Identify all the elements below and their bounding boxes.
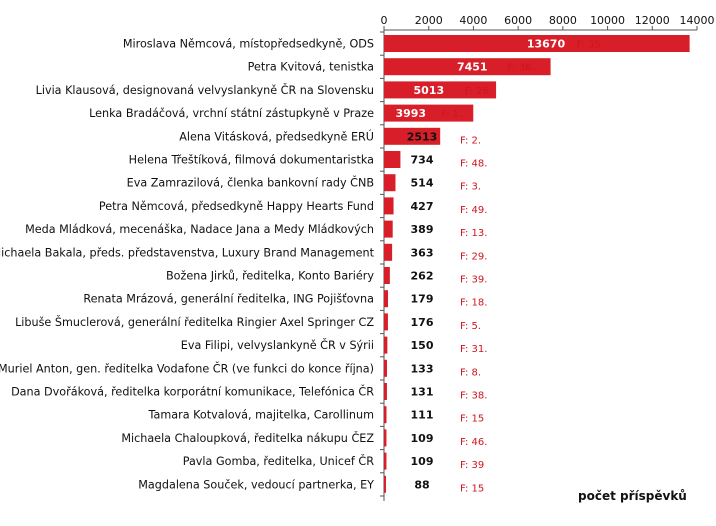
bar [384,406,387,424]
category-label: Miroslava Němcová, místopředsedkyně, ODS [123,38,374,51]
rank-annotation: F: 35. [577,40,604,51]
bar [384,127,441,145]
data-label: 13670 [527,38,566,51]
category-label: Petra Němcová, předsedkyně Happy Hearts … [99,200,374,213]
rank-annotation: F: 5. [460,321,481,332]
data-label: 109 [411,455,434,468]
rank-annotation: F: 49. [460,205,487,216]
category-label: Muriel Anton, gen. ředitelka Vodafone ČR… [0,362,374,375]
rank-annotation: F: 18. [460,298,487,309]
bar [384,290,389,308]
rank-annotation: F: 38. [460,391,487,402]
data-label: 176 [411,316,434,329]
bar [384,452,387,470]
data-label: 7451 [457,61,488,74]
rank-annotation: F: 2. [460,135,481,146]
bar [384,313,388,331]
x-tick-label: 12000 [635,14,670,27]
bar [384,383,387,400]
category-label: Helena Třeštíková, filmová dokumentarist… [129,154,374,167]
x-tick-label: 8000 [549,14,577,27]
bar [384,35,690,52]
data-label: 133 [411,362,434,375]
bar [384,81,497,99]
x-axis: 0 2000 4000 6000 8000 10000 12000 14000 [380,14,715,501]
category-label: Renata Mrázová, generální ředitelka, ING… [83,293,374,306]
data-label: 131 [411,386,434,399]
x-tick-label: 4000 [459,14,487,27]
rank-annotation: F: 26. [465,86,492,97]
category-label: Lenka Bradáčová, vrchní státní zástupkyn… [89,107,374,120]
x-tick-label: 14000 [680,14,715,27]
category-label: Eva Zamrazilová, členka bankovní rady ČN… [127,177,374,190]
x-tick-label: 10000 [590,14,625,27]
rank-annotation: F: 15 [460,414,484,425]
data-label: 2513 [407,130,438,143]
bar [384,220,393,238]
bar [384,58,551,76]
rank-annotation: F: 36. [507,63,534,74]
bar [384,267,390,284]
category-label: Meda Mládková, mecenáška, Nadace Jana a … [25,223,374,236]
data-label: 150 [411,339,434,352]
bar [384,429,387,447]
data-label: 111 [411,409,434,422]
rank-annotation: F: 46. [460,437,487,448]
category-label: Dana Dvořáková, ředitelka korporátní kom… [11,386,374,399]
data-label: 109 [411,432,434,445]
category-label: Tamara Kotvalová, majitelka, Carollinum [148,409,375,422]
category-label: Alena Vitásková, předsedkyně ERÚ [179,130,374,143]
data-label: 262 [411,270,434,283]
rank-annotation: F: 31. [460,344,487,355]
category-label: Michaela Bakala, předs. představenstva, … [0,246,375,259]
data-label: 363 [411,246,434,259]
x-tick-label: 0 [381,14,388,27]
category-label: Božena Jirků, ředitelka, Konto Bariéry [166,270,374,283]
category-label: Michaela Chaloupková, ředitelka nákupu Č… [121,432,374,445]
data-label: 514 [411,177,434,190]
data-label: 734 [411,154,434,167]
category-label: Pavla Gomba, ředitelka, Unicef ČR [183,455,375,468]
rank-annotation: F: 3. [460,182,481,193]
category-label: Petra Kvitová, tenistka [248,61,374,74]
rank-annotation: F: 8. [460,367,481,378]
data-label: 427 [411,200,434,213]
x-tick-label: 2000 [415,14,443,27]
bar [384,151,401,168]
bar [384,359,387,377]
bar [384,243,393,261]
bar [384,197,394,215]
bar [384,174,396,192]
rank-annotation: F: 39. [460,275,487,286]
bar [384,336,388,354]
category-label: Libuše Šmuclerová, generální ředitelka R… [15,316,374,329]
category-label: Magdalena Souček, vedoucí partnerka, EY [138,478,374,491]
bars: 13670 F: 35. 7451 F: 36. 5013 F: 26. 3993 F: 1.… [384,35,690,494]
data-label: 179 [411,293,434,306]
rank-annotation: F: 48. [460,159,487,170]
x-axis-label: počet příspěvků [578,489,687,503]
rank-annotation: F: 15 [460,483,484,494]
category-label: Eva Filipi, velvyslankyně ČR v Sýrii [181,339,374,352]
rank-annotation: F: 39 [460,460,484,471]
rank-annotation: F: 29. [460,251,487,262]
data-label: 5013 [414,84,445,97]
category-label: Livia Klausová, designovaná velvyslankyn… [36,84,374,97]
bar [384,104,474,122]
rank-annotation: F: 1. [441,109,462,120]
bar [384,475,386,493]
data-label: 389 [411,223,434,236]
rank-annotation: F: 13. [460,228,487,239]
category-labels: Miroslava Němcová, místopředsedkyně, ODS… [0,38,375,492]
data-label: 88 [414,478,429,491]
x-tick-label: 6000 [504,14,532,27]
data-label: 3993 [395,107,426,120]
